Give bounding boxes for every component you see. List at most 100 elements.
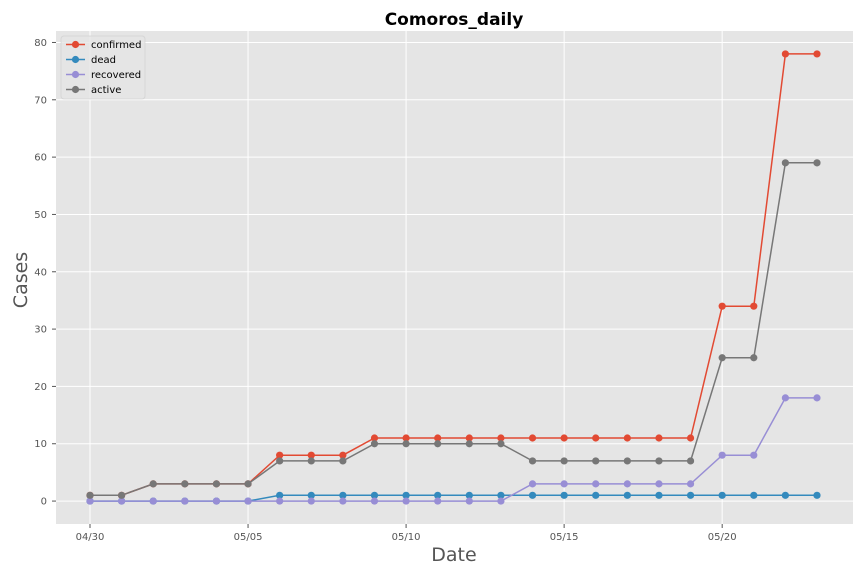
data-point-confirmed (781, 50, 789, 58)
legend-label-active: active (91, 85, 121, 96)
data-point-recovered (402, 497, 410, 505)
x-tick-label: 05/20 (708, 532, 737, 543)
data-point-active (465, 440, 473, 448)
data-point-confirmed (339, 451, 347, 459)
y-tick-label: 80 (34, 38, 47, 49)
data-point-active (497, 440, 505, 448)
legend-item-confirmed: confirmed (66, 40, 141, 51)
data-point-recovered (750, 451, 758, 459)
data-point-recovered (528, 480, 537, 488)
x-tick-label: 04/30 (76, 532, 105, 543)
legend-label-confirmed: confirmed (91, 40, 141, 51)
gridlines (56, 31, 853, 524)
y-axis-title: Cases (10, 252, 32, 308)
data-point-confirmed (560, 434, 568, 442)
y-tick-label: 10 (34, 439, 47, 450)
data-point-recovered (592, 480, 600, 488)
data-point-recovered (497, 497, 505, 505)
y-tick-label: 60 (34, 153, 47, 164)
data-point-recovered (781, 394, 789, 402)
data-point-active (307, 457, 315, 465)
data-point-confirmed (655, 434, 663, 442)
data-point-recovered (655, 480, 663, 488)
data-point-dead (465, 491, 473, 499)
data-point-active (750, 354, 758, 362)
x-axis-ticks: 04/30 05/05 05/10 05/15 05/20 (76, 524, 737, 543)
data-point-active (623, 457, 631, 465)
data-point-active (402, 440, 410, 448)
legend-marker-recovered (71, 70, 80, 79)
x-axis-title: Date (431, 544, 476, 566)
data-point-recovered (718, 451, 726, 459)
legend-marker-dead (71, 55, 80, 64)
data-point-dead (813, 491, 821, 499)
data-point-recovered (560, 480, 568, 488)
data-point-confirmed (370, 434, 379, 442)
data-point-confirmed (402, 434, 410, 442)
series-line-recovered (90, 397, 817, 502)
data-point-confirmed (465, 434, 473, 442)
data-point-confirmed (434, 434, 442, 442)
legend-item-dead: dead (66, 55, 116, 66)
x-tick-label: 05/10 (392, 532, 421, 543)
data-point-active (781, 159, 789, 167)
data-point-confirmed (813, 50, 821, 58)
data-point-active (86, 491, 94, 499)
data-point-dead (655, 491, 663, 499)
data-point-recovered (276, 497, 284, 505)
legend: confirmed dead recovered active (60, 35, 146, 100)
series-active (86, 159, 821, 499)
data-point-confirmed (528, 434, 537, 442)
data-point-active (276, 457, 284, 465)
series-layer (86, 50, 821, 505)
legend-label-dead: dead (91, 55, 116, 66)
data-point-recovered (623, 480, 631, 488)
data-point-active (560, 457, 568, 465)
data-point-recovered (181, 497, 189, 505)
data-point-recovered (86, 497, 94, 505)
data-point-confirmed (276, 451, 284, 459)
data-point-dead (276, 491, 284, 499)
data-point-confirmed (307, 451, 315, 459)
data-point-active (813, 159, 821, 167)
legend-item-recovered: recovered (66, 70, 141, 81)
data-point-recovered (244, 497, 252, 505)
x-tick-label: 05/15 (550, 532, 579, 543)
data-point-confirmed (497, 434, 505, 442)
data-point-recovered (307, 497, 315, 505)
data-point-recovered (339, 497, 347, 505)
plot-background (56, 31, 853, 524)
data-point-dead (718, 491, 726, 499)
data-point-dead (339, 491, 347, 499)
y-tick-label: 40 (34, 267, 47, 278)
data-point-recovered (212, 497, 221, 505)
data-point-recovered (465, 497, 473, 505)
data-point-active (244, 480, 252, 488)
data-point-dead (560, 491, 568, 499)
data-point-active (181, 480, 189, 488)
legend-item-active: active (66, 85, 121, 96)
data-point-dead (307, 491, 315, 499)
data-point-recovered (813, 394, 821, 402)
data-point-dead (781, 491, 789, 499)
data-point-active (370, 440, 379, 448)
data-point-dead (497, 491, 505, 499)
series-line-active (90, 162, 817, 497)
data-point-confirmed (592, 434, 600, 442)
data-point-active (528, 457, 537, 465)
data-point-active (118, 491, 126, 499)
data-point-active (686, 457, 695, 465)
data-point-dead (623, 491, 631, 499)
data-point-confirmed (750, 302, 758, 310)
y-axis-ticks: 0 10 20 30 40 50 60 70 80 (34, 38, 56, 508)
legend-label-recovered: recovered (91, 70, 141, 81)
data-point-active (434, 440, 442, 448)
y-tick-label: 20 (34, 382, 47, 393)
legend-marker-confirmed (71, 40, 80, 49)
data-point-active (339, 457, 347, 465)
y-tick-label: 0 (41, 497, 47, 508)
y-tick-label: 30 (34, 325, 47, 336)
data-point-recovered (370, 497, 379, 505)
data-point-dead (402, 491, 410, 499)
